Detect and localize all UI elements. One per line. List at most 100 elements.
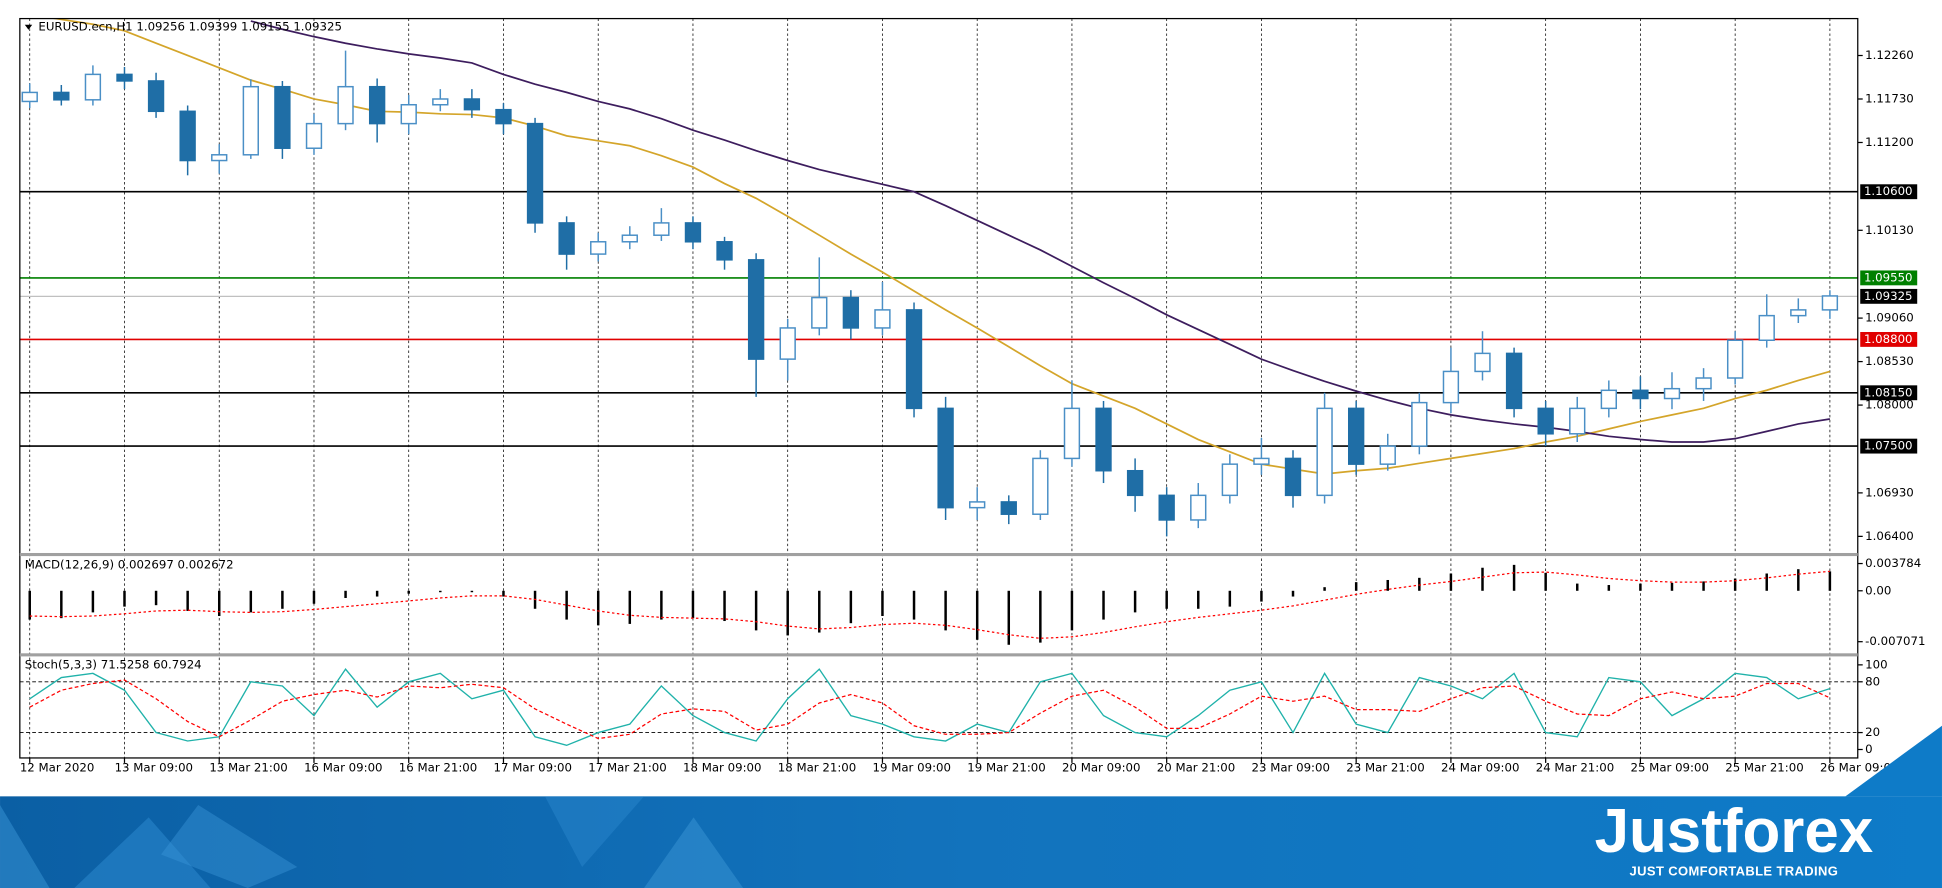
panel-separator xyxy=(19,653,1858,657)
candle-body xyxy=(1221,463,1239,497)
level-label: 1.07500 xyxy=(1864,439,1913,453)
chart-title: EURUSD.ecn,H1 1.09256 1.09399 1.09155 1.… xyxy=(38,20,342,34)
macd-bar xyxy=(439,590,442,593)
candle-body xyxy=(305,122,323,149)
macd-bar xyxy=(1639,583,1642,591)
candle-body xyxy=(1569,407,1586,435)
decor-shape xyxy=(544,796,645,867)
y-tick-label: 1.06400 xyxy=(1865,529,1914,543)
candle-body xyxy=(653,222,670,236)
y-tick-label: 1.06930 xyxy=(1865,485,1914,499)
x-tick-label: 20 Mar 09:00 xyxy=(1062,760,1140,774)
candle-body xyxy=(1032,457,1049,515)
macd-bar xyxy=(912,590,916,620)
y-tick-label: 1.08530 xyxy=(1865,354,1914,368)
macd-bar xyxy=(91,590,95,613)
candle-body xyxy=(495,108,512,125)
x-tick-label: 17 Mar 09:00 xyxy=(494,760,572,774)
indicator-line xyxy=(250,20,1831,443)
y-tick-label: 100 xyxy=(1865,657,1887,671)
macd-bar xyxy=(596,590,600,626)
dropdown-icon[interactable] xyxy=(24,24,33,30)
tagline: JUST COMFORTABLE TRADING xyxy=(1630,864,1839,879)
x-tick-label: 18 Mar 09:00 xyxy=(683,760,761,774)
macd-panel xyxy=(28,564,1832,645)
candle-body xyxy=(590,241,607,255)
y-tick-label: 80 xyxy=(1865,674,1880,688)
level-label: 1.10600 xyxy=(1864,184,1913,198)
macd-bar xyxy=(1733,578,1737,591)
macd-bar xyxy=(1607,585,1611,591)
x-tick-label: 13 Mar 09:00 xyxy=(115,760,193,774)
candle-body xyxy=(558,222,575,255)
macd-bar xyxy=(565,590,568,620)
candle-body xyxy=(1253,457,1270,465)
candle-body xyxy=(21,91,38,103)
macd-bar xyxy=(1765,573,1768,591)
candle-body xyxy=(969,501,986,509)
macd-bar xyxy=(818,590,821,633)
candle-body xyxy=(1190,494,1207,521)
level-label: 1.09550 xyxy=(1864,270,1913,284)
macd-bar xyxy=(1828,571,1832,591)
logo: Justforex xyxy=(1595,797,1874,866)
y-tick-label: 0.003784 xyxy=(1865,556,1921,570)
macd-bar xyxy=(1165,590,1168,609)
candle-body xyxy=(779,327,796,360)
x-tick-label: 13 Mar 21:00 xyxy=(209,760,287,774)
x-tick-label: 18 Mar 21:00 xyxy=(778,760,856,774)
macd-bar xyxy=(344,590,347,598)
candle-body xyxy=(1316,407,1333,497)
macd-bar xyxy=(1670,582,1674,591)
grid xyxy=(29,18,1831,758)
macd-bar xyxy=(1291,590,1295,597)
candle-body xyxy=(526,122,544,224)
x-tick-label: 16 Mar 09:00 xyxy=(304,760,382,774)
banner-bg xyxy=(0,796,1942,888)
candle-body xyxy=(400,103,417,125)
candle-body xyxy=(1411,401,1428,447)
macd-bar xyxy=(249,590,253,613)
indicator-line xyxy=(29,679,1831,740)
macd-bar xyxy=(1102,590,1105,620)
frame xyxy=(19,17,1859,759)
y-tick-label: 1.10130 xyxy=(1865,223,1914,237)
macd-bar xyxy=(1133,590,1137,613)
x-tick-label: 19 Mar 21:00 xyxy=(967,760,1045,774)
current-price-label: 1.09325 xyxy=(1864,289,1913,303)
macd-bar xyxy=(1449,573,1453,591)
panel-separator xyxy=(19,552,1858,557)
current-price-tag xyxy=(1860,288,1918,304)
macd-bar xyxy=(691,590,695,619)
candle-body xyxy=(147,80,165,113)
candle-body xyxy=(211,154,228,162)
banner: Justforex JUST COMFORTABLE TRADING xyxy=(0,725,1942,888)
macd-bar xyxy=(849,590,853,624)
macd-bar xyxy=(28,590,31,620)
level-label: 1.08800 xyxy=(1864,332,1913,346)
macd-bar xyxy=(60,590,63,619)
macd-bar xyxy=(154,590,158,606)
level-tag xyxy=(1860,385,1918,401)
candle-body xyxy=(1663,387,1681,400)
candle-body xyxy=(53,91,70,101)
macd-bar xyxy=(944,590,947,631)
plot-frame xyxy=(19,17,1859,759)
candle-body xyxy=(1379,445,1396,465)
macd-bar xyxy=(502,590,505,597)
x-tick-label: 24 Mar 21:00 xyxy=(1536,760,1614,774)
candle-body xyxy=(842,296,860,329)
y-tick-label: 1.11200 xyxy=(1865,135,1914,149)
x-tick-label: 16 Mar 21:00 xyxy=(399,760,477,774)
candle-body xyxy=(84,73,102,101)
x-tick-label: 26 Mar 09:00 xyxy=(1820,760,1898,774)
candle-body xyxy=(1537,407,1554,435)
macd-bar xyxy=(660,590,663,620)
stoch-panel xyxy=(19,668,1858,747)
level-label: 1.08150 xyxy=(1864,385,1913,399)
macd-bar xyxy=(1260,590,1263,602)
macd-bar xyxy=(975,590,979,640)
macd-bar xyxy=(1418,577,1421,591)
level-tag xyxy=(1860,438,1918,454)
candle-body xyxy=(1821,295,1839,311)
